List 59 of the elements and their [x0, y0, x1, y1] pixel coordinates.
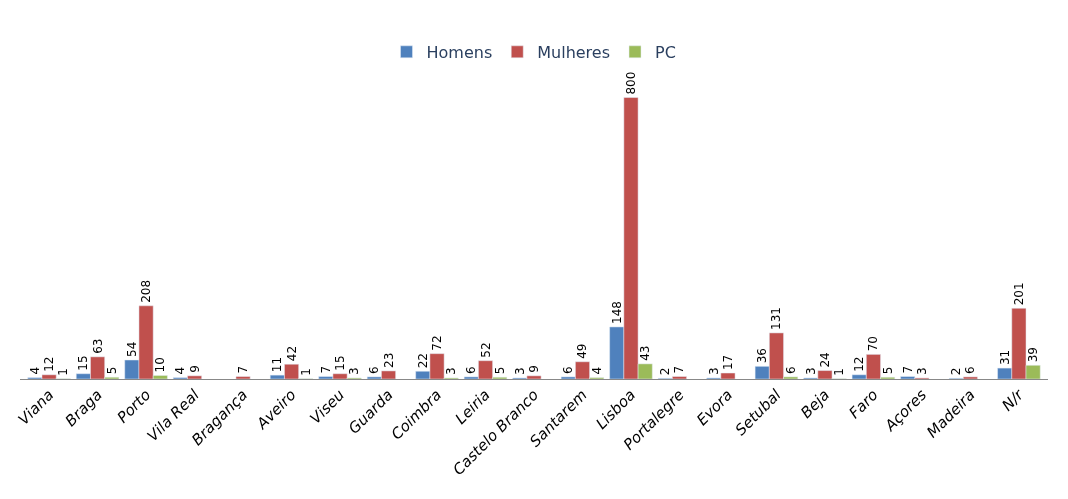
data-label: 1 — [298, 368, 313, 376]
data-label: 6 — [963, 366, 978, 374]
data-label: 1 — [56, 368, 71, 376]
data-label: 9 — [187, 365, 202, 373]
data-label: 52 — [478, 342, 493, 358]
data-label: 39 — [1026, 347, 1041, 363]
data-label: 49 — [575, 343, 590, 359]
data-label: 15 — [76, 355, 91, 371]
legend-label: Mulheres — [537, 43, 611, 63]
data-label: 5 — [880, 366, 895, 375]
data-label: 4 — [173, 366, 188, 375]
data-label: 3 — [444, 367, 459, 375]
x-tick-label: N/r — [998, 385, 1028, 415]
data-label: 208 — [139, 279, 154, 303]
data-label: 6 — [783, 366, 798, 374]
data-label: 63 — [90, 338, 105, 354]
data-label: 5 — [492, 366, 507, 375]
data-label: 9 — [527, 365, 541, 373]
bar — [235, 376, 251, 379]
legend-label: PC — [655, 43, 676, 63]
data-label: 12 — [852, 356, 867, 372]
data-label: 201 — [1011, 282, 1026, 306]
legend-label: Homens — [426, 43, 493, 63]
data-label: 800 — [623, 71, 638, 95]
data-label: 72 — [430, 335, 445, 351]
data-label: 4 — [27, 366, 42, 375]
data-label: 36 — [755, 348, 770, 364]
data-label: 12 — [42, 356, 57, 372]
data-label: 3 — [512, 367, 527, 375]
data-label: 3 — [706, 367, 721, 375]
data-label: 6 — [367, 366, 382, 374]
data-label: 15 — [333, 355, 348, 371]
data-label: 7 — [236, 365, 251, 374]
data-label: 10 — [153, 357, 168, 373]
data-label: 22 — [415, 352, 430, 369]
data-label: 7 — [900, 365, 915, 374]
data-label: 2 — [658, 367, 673, 376]
data-label: 3 — [803, 367, 818, 375]
data-label: 1 — [832, 368, 847, 376]
data-label: 2 — [949, 367, 964, 376]
data-label: 7 — [318, 365, 333, 374]
data-label: 54 — [124, 341, 139, 357]
data-label: 131 — [769, 307, 784, 330]
data-label: 6 — [561, 366, 576, 374]
data-label: 11 — [270, 356, 285, 373]
data-label: 31 — [997, 349, 1012, 366]
data-label: 42 — [284, 345, 299, 362]
data-label: 70 — [866, 336, 881, 352]
data-label: 148 — [609, 301, 624, 324]
data-label: 23 — [381, 352, 396, 368]
data-label: 3 — [914, 367, 929, 375]
data-label: 4 — [589, 366, 604, 375]
data-label: 17 — [720, 354, 735, 371]
data-label: 3 — [347, 367, 362, 375]
data-label: 7 — [672, 365, 687, 374]
data-label: 43 — [638, 345, 653, 361]
data-label: 6 — [464, 366, 479, 374]
data-label: 5 — [104, 366, 119, 375]
data-label: 24 — [817, 352, 832, 368]
